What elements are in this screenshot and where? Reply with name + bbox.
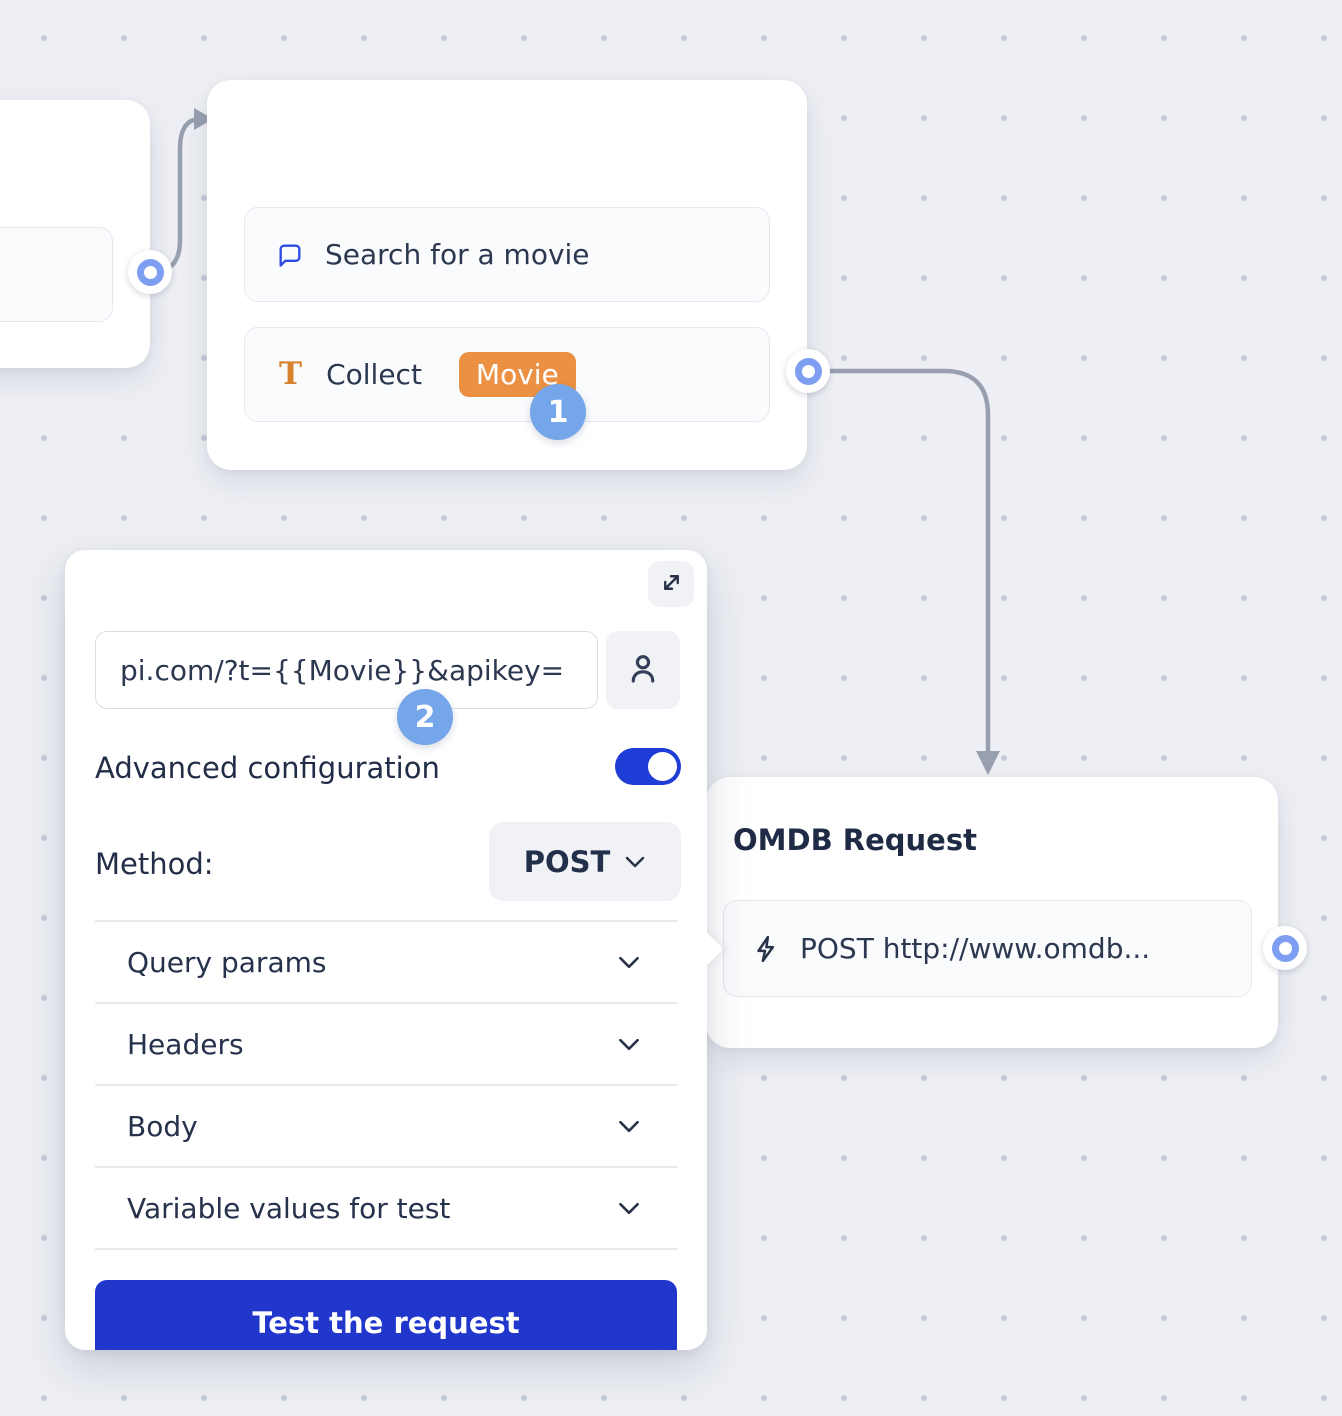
- divider: [95, 1002, 677, 1004]
- node-omdb-request[interactable]: OMDB Request POST http://www.omdb...: [706, 777, 1278, 1048]
- toggle-knob: [648, 752, 677, 781]
- expand-button[interactable]: [648, 561, 694, 607]
- node-item-collect[interactable]: T Collect Movie: [244, 327, 770, 422]
- output-port-partial-node[interactable]: [128, 250, 172, 294]
- node-title: OMDB Request: [733, 823, 977, 857]
- url-input[interactable]: [95, 631, 598, 709]
- test-request-button[interactable]: Test the request: [95, 1280, 677, 1350]
- person-icon: [625, 651, 661, 690]
- lightning-icon: [751, 934, 781, 964]
- chat-bubble-icon: [276, 241, 304, 269]
- step-badge-1: 1: [530, 384, 586, 440]
- text-variable-icon: T: [279, 356, 303, 392]
- port-ring: [1271, 934, 1299, 962]
- wire-into-movie-search: [149, 116, 203, 275]
- port-ring: [794, 357, 822, 385]
- divider: [95, 1166, 677, 1168]
- chevron-down-icon: [619, 956, 639, 968]
- advanced-configuration-label: Advanced configuration: [95, 751, 440, 785]
- node-movie-search[interactable]: Movie search Search for a movie T Collec…: [207, 80, 807, 470]
- person-button[interactable]: [606, 631, 680, 709]
- test-request-label: Test the request: [252, 1306, 520, 1340]
- chevron-down-icon: [619, 1120, 639, 1132]
- webhook-config-panel[interactable]: Advanced configuration Method: POST Quer…: [65, 550, 707, 1350]
- wire-movie-to-omdb: [819, 368, 991, 755]
- method-dropdown[interactable]: POST: [489, 822, 681, 901]
- node-item-label: POST http://www.omdb...: [800, 932, 1151, 965]
- node-item-label: Collect: [326, 358, 422, 391]
- chevron-down-icon: [619, 1202, 639, 1214]
- section-headers[interactable]: Headers: [95, 1003, 677, 1085]
- step-badge-number: 2: [414, 699, 436, 735]
- output-port-omdb-request[interactable]: [1263, 926, 1307, 970]
- chevron-down-icon: [626, 856, 645, 867]
- section-label: Query params: [127, 945, 327, 979]
- section-label: Variable values for test: [127, 1191, 451, 1225]
- node-item-label: Search for a movie: [325, 238, 590, 271]
- section-query-params[interactable]: Query params: [95, 921, 677, 1003]
- output-port-movie-search[interactable]: [786, 349, 830, 393]
- divider: [95, 920, 677, 922]
- method-label: Method:: [95, 847, 214, 881]
- step-badge-2: 2: [397, 689, 453, 745]
- section-body[interactable]: Body: [95, 1085, 677, 1167]
- node-item-webhook[interactable]: POST http://www.omdb...: [723, 900, 1252, 997]
- partial-node-item[interactable]: [0, 227, 113, 322]
- divider: [95, 1084, 677, 1086]
- section-variable-values[interactable]: Variable values for test: [95, 1167, 677, 1249]
- wire-arrowhead-down: [976, 751, 1000, 775]
- section-label: Headers: [127, 1027, 244, 1061]
- chevron-down-icon: [619, 1038, 639, 1050]
- partial-node-card[interactable]: [0, 100, 150, 368]
- section-label: Body: [127, 1109, 198, 1143]
- expand-diagonal-icon: [659, 570, 684, 598]
- method-value: POST: [523, 844, 611, 879]
- node-item-send-message[interactable]: Search for a movie: [244, 207, 770, 302]
- step-badge-number: 1: [547, 394, 569, 430]
- port-ring: [136, 258, 164, 286]
- divider: [95, 1248, 677, 1250]
- advanced-configuration-toggle[interactable]: [615, 748, 681, 785]
